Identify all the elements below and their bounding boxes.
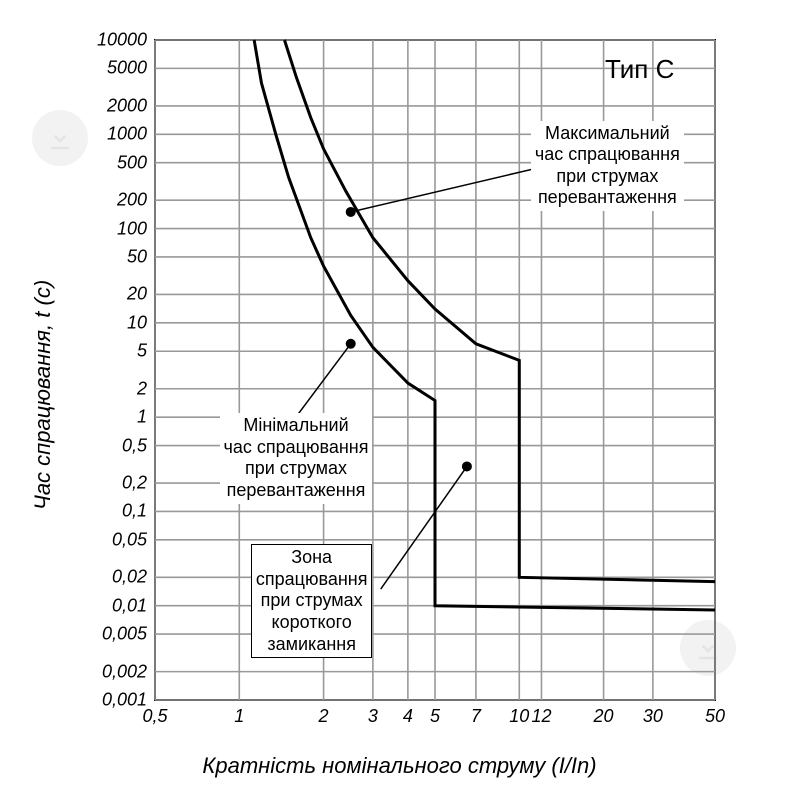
y-tick-label: 0,02 (112, 567, 147, 588)
x-tick-label: 7 (471, 706, 481, 727)
y-axis-title: Час спрацювання, t (с) (30, 280, 56, 510)
y-tick-label: 500 (117, 152, 147, 173)
x-tick-label: 4 (403, 706, 413, 727)
y-tick-label: 0,5 (122, 435, 147, 456)
x-tick-label: 10 (509, 706, 529, 727)
y-tick-label: 2000 (107, 95, 147, 116)
y-tick-label: 0,05 (112, 529, 147, 550)
x-tick-label: 1 (234, 706, 244, 727)
x-tick-label: 5 (430, 706, 440, 727)
y-tick-label: 0,005 (102, 624, 147, 645)
x-tick-label: 12 (531, 706, 551, 727)
x-tick-label: 0,5 (142, 706, 167, 727)
y-tick-label: 0,2 (122, 473, 147, 494)
x-tick-label: 20 (594, 706, 614, 727)
x-axis-title: Кратність номінального струму (I/In) (0, 753, 799, 779)
x-tick-label: 30 (643, 706, 663, 727)
annotation-zone: Зонаспрацюванняпри струмахкороткогозамик… (251, 544, 373, 658)
x-tick-label: 3 (368, 706, 378, 727)
y-tick-label: 5 (137, 341, 147, 362)
y-tick-label: 0,001 (102, 690, 147, 711)
y-tick-label: 100 (117, 218, 147, 239)
y-tick-label: 20 (127, 284, 147, 305)
y-tick-label: 10 (127, 312, 147, 333)
y-tick-label: 200 (117, 190, 147, 211)
y-tick-label: 1 (137, 407, 147, 428)
chart-title: Тип C (605, 54, 674, 85)
y-tick-label: 0,01 (112, 595, 147, 616)
x-tick-label: 50 (705, 706, 725, 727)
annotation-max: Максимальнийчас спрацюванняпри струмахпе… (531, 121, 684, 211)
y-tick-label: 1000 (107, 124, 147, 145)
y-tick-label: 0,1 (122, 501, 147, 522)
y-tick-label: 10000 (97, 30, 147, 51)
y-tick-label: 0,002 (102, 661, 147, 682)
y-tick-label: 50 (127, 246, 147, 267)
x-tick-label: 2 (319, 706, 329, 727)
y-tick-label: 5000 (107, 58, 147, 79)
y-tick-label: 2 (137, 378, 147, 399)
chart-container: Тип C Максимальнийчас спрацюванняпри стр… (0, 0, 799, 799)
annotation-min: Мінімальнийчас спрацюванняпри струмахпер… (220, 413, 373, 503)
